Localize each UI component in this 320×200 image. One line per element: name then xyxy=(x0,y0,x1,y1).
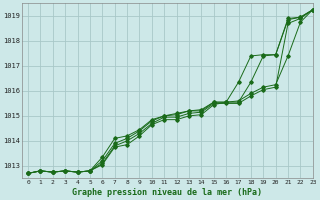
X-axis label: Graphe pression niveau de la mer (hPa): Graphe pression niveau de la mer (hPa) xyxy=(72,188,262,197)
